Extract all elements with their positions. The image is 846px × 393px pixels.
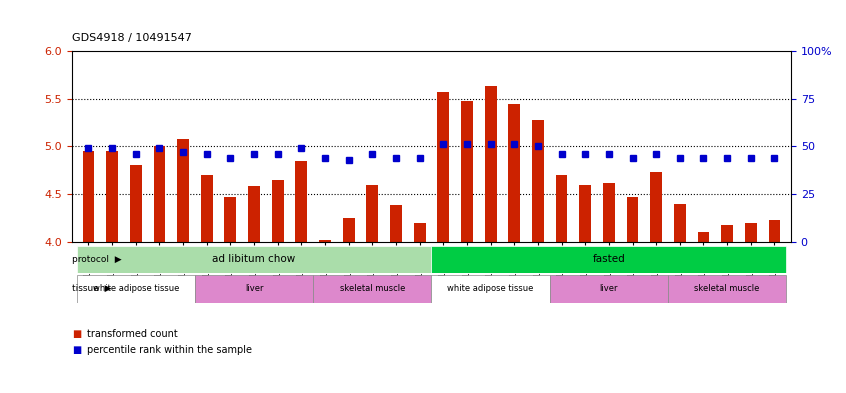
Bar [390, 206, 402, 242]
Bar [698, 232, 710, 242]
Text: tissue  ▶: tissue ▶ [72, 285, 112, 293]
Text: white adipose tissue: white adipose tissue [448, 285, 534, 293]
Bar [130, 165, 141, 242]
Bar [485, 86, 497, 242]
Text: transformed count: transformed count [87, 329, 178, 339]
Bar [768, 220, 780, 242]
Bar [83, 151, 95, 242]
Bar [556, 175, 568, 242]
Text: skeletal muscle: skeletal muscle [695, 285, 760, 293]
Text: protocol  ▶: protocol ▶ [72, 255, 122, 264]
Bar [195, 275, 313, 303]
Text: ad libitum chow: ad libitum chow [212, 254, 295, 264]
Bar [319, 240, 331, 242]
Bar [532, 120, 544, 242]
Bar [295, 161, 307, 242]
Bar [722, 224, 733, 242]
Text: GDS4918 / 10491547: GDS4918 / 10491547 [72, 33, 192, 44]
Bar [651, 172, 662, 242]
Bar [461, 101, 473, 242]
Bar [272, 180, 283, 242]
Bar [627, 197, 639, 242]
Bar [177, 139, 189, 242]
Text: ■: ■ [72, 345, 81, 355]
Bar [431, 275, 550, 303]
Bar [437, 92, 449, 242]
Bar [248, 186, 260, 242]
Bar [366, 184, 378, 242]
Text: white adipose tissue: white adipose tissue [92, 285, 179, 293]
Bar [201, 175, 212, 242]
Bar [668, 275, 786, 303]
Bar [431, 246, 786, 273]
Bar [414, 222, 426, 242]
Bar [77, 246, 431, 273]
Text: skeletal muscle: skeletal muscle [339, 285, 405, 293]
Bar [744, 222, 756, 242]
Bar [343, 218, 354, 242]
Bar [603, 183, 615, 242]
Text: fasted: fasted [592, 254, 625, 264]
Bar [224, 197, 236, 242]
Bar [153, 146, 165, 242]
Bar [313, 275, 431, 303]
Bar [107, 151, 118, 242]
Text: liver: liver [600, 285, 618, 293]
Text: percentile rank within the sample: percentile rank within the sample [87, 345, 252, 355]
Bar [77, 275, 195, 303]
Text: liver: liver [244, 285, 263, 293]
Bar [550, 275, 668, 303]
Text: ■: ■ [72, 329, 81, 339]
Bar [674, 204, 686, 242]
Bar [508, 105, 520, 242]
Bar [580, 184, 591, 242]
